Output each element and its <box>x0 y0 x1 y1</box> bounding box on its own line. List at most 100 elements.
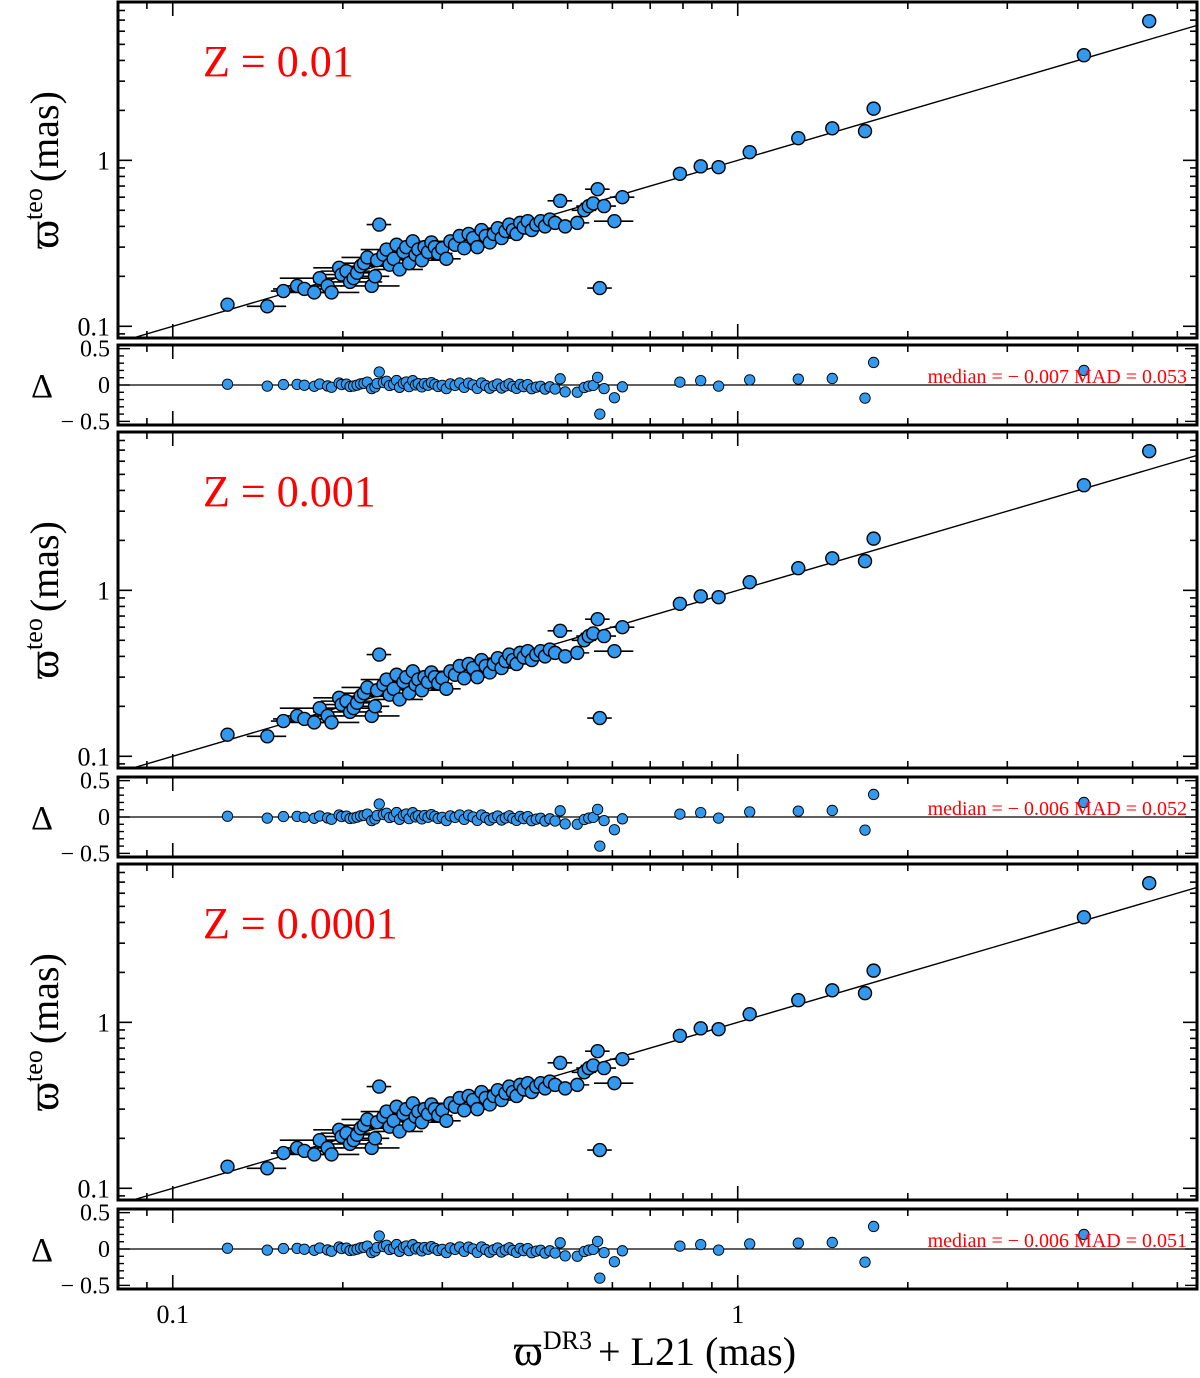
data-point <box>742 1006 757 1022</box>
data-point <box>552 623 568 639</box>
x-title-superscript: DR3 <box>543 1326 592 1355</box>
residual-point <box>674 1240 686 1252</box>
residual-point <box>261 812 273 824</box>
data-point <box>607 1075 622 1091</box>
data-point <box>791 560 806 576</box>
residual-points <box>221 788 1090 852</box>
residual-point <box>616 813 629 825</box>
residual-point <box>608 824 621 836</box>
residual-point <box>695 1238 707 1251</box>
x-tick-label: 0.1 <box>157 1300 190 1329</box>
residual-point <box>591 371 604 384</box>
residual-point <box>554 373 566 385</box>
residual-point <box>1144 267 1154 277</box>
residual-point <box>792 805 804 817</box>
data-point <box>615 619 630 635</box>
residual-point <box>859 1256 871 1268</box>
data-point <box>742 144 757 160</box>
residual-point <box>221 810 234 822</box>
x-tick-label: 1 <box>731 1300 744 1329</box>
res-y-tick-label: 0 <box>98 805 110 831</box>
residual-point <box>867 1220 880 1233</box>
y-axis-title: ϖteo (mas) <box>19 521 68 679</box>
res-y-tick-label: − 0.5 <box>60 409 110 435</box>
residual-point <box>594 408 606 420</box>
data-points <box>220 443 1157 744</box>
data-point <box>220 297 235 312</box>
y-title-unit: (mas) <box>22 953 67 1044</box>
data-point <box>866 963 881 978</box>
data-point <box>590 612 605 627</box>
data-point <box>693 159 708 174</box>
data-point <box>592 710 608 726</box>
data-point <box>557 219 573 234</box>
data-point <box>439 1113 454 1129</box>
residual-point <box>549 1247 561 1259</box>
main-panel-frame <box>116 0 1199 340</box>
residual-point <box>712 380 725 392</box>
residual-point <box>298 379 311 391</box>
data-point <box>742 574 757 590</box>
residual-y-title: Δ <box>31 1232 53 1269</box>
res-y-tick-label: 0.5 <box>80 1201 110 1227</box>
data-point <box>866 101 881 116</box>
residual-point <box>594 840 606 852</box>
residual-point <box>867 356 880 369</box>
y-axis-title: ϖteo (mas) <box>19 953 68 1111</box>
y-axis-title: ϖteo (mas) <box>19 91 68 249</box>
data-point <box>570 645 585 661</box>
data-point <box>386 681 401 697</box>
residual-y-title: Δ <box>31 800 53 837</box>
residual-point <box>221 1242 234 1254</box>
residual-point <box>277 378 290 391</box>
main-panel-1: 0.1 1 Z = 0.01 ϖteo (mas) <box>19 0 1199 341</box>
data-point <box>711 1021 726 1037</box>
data-point <box>324 285 339 300</box>
data-point <box>470 669 485 685</box>
data-point <box>372 1079 387 1094</box>
residual-panel-frame <box>116 775 1199 859</box>
y-title-symbol: ϖ <box>19 650 68 679</box>
data-point <box>276 713 291 729</box>
data-point <box>276 283 291 299</box>
residual-point <box>549 383 561 395</box>
residual-point <box>298 1243 311 1255</box>
data-point <box>615 1051 630 1067</box>
data-point <box>825 983 840 998</box>
residual-stats: median = − 0.006 MAD = 0.052 <box>928 798 1187 820</box>
data-point <box>324 1147 339 1162</box>
data-point <box>857 123 873 139</box>
data-point <box>1076 910 1092 925</box>
residual-point <box>559 818 571 830</box>
residual-point <box>608 1256 621 1268</box>
residual-points <box>221 267 1154 420</box>
data-point <box>260 729 275 744</box>
res-y-tick-label: − 0.5 <box>60 841 110 867</box>
residual-point <box>598 814 610 827</box>
data-point <box>220 727 235 742</box>
residual-point <box>792 373 804 385</box>
data-point <box>1076 478 1092 493</box>
data-point <box>324 715 339 730</box>
residual-point <box>1078 364 1090 377</box>
data-point <box>470 1101 485 1117</box>
data-point <box>615 189 630 205</box>
data-point <box>866 531 881 546</box>
data-point <box>1142 13 1157 29</box>
data-point <box>857 553 873 569</box>
data-point <box>592 280 608 296</box>
metallicity-label: Z = 0.0001 <box>203 899 398 948</box>
data-point <box>711 589 726 605</box>
y-title-symbol: ϖ <box>19 1082 68 1111</box>
data-point <box>693 1021 708 1036</box>
residual-panel-2: 0.5 0 − 0.5 median = − 0.006 MAD = 0.052 Δ <box>31 769 1199 867</box>
y-title-superscript: teo <box>19 188 48 220</box>
residual-point <box>616 1245 629 1257</box>
residual-point <box>1078 796 1090 809</box>
y-tick-label: 0.1 <box>78 742 111 771</box>
data-point <box>367 269 383 284</box>
data-point <box>607 213 622 229</box>
residual-point <box>712 1244 725 1256</box>
y-tick-label: 1 <box>97 576 110 605</box>
residual-point <box>608 392 621 404</box>
